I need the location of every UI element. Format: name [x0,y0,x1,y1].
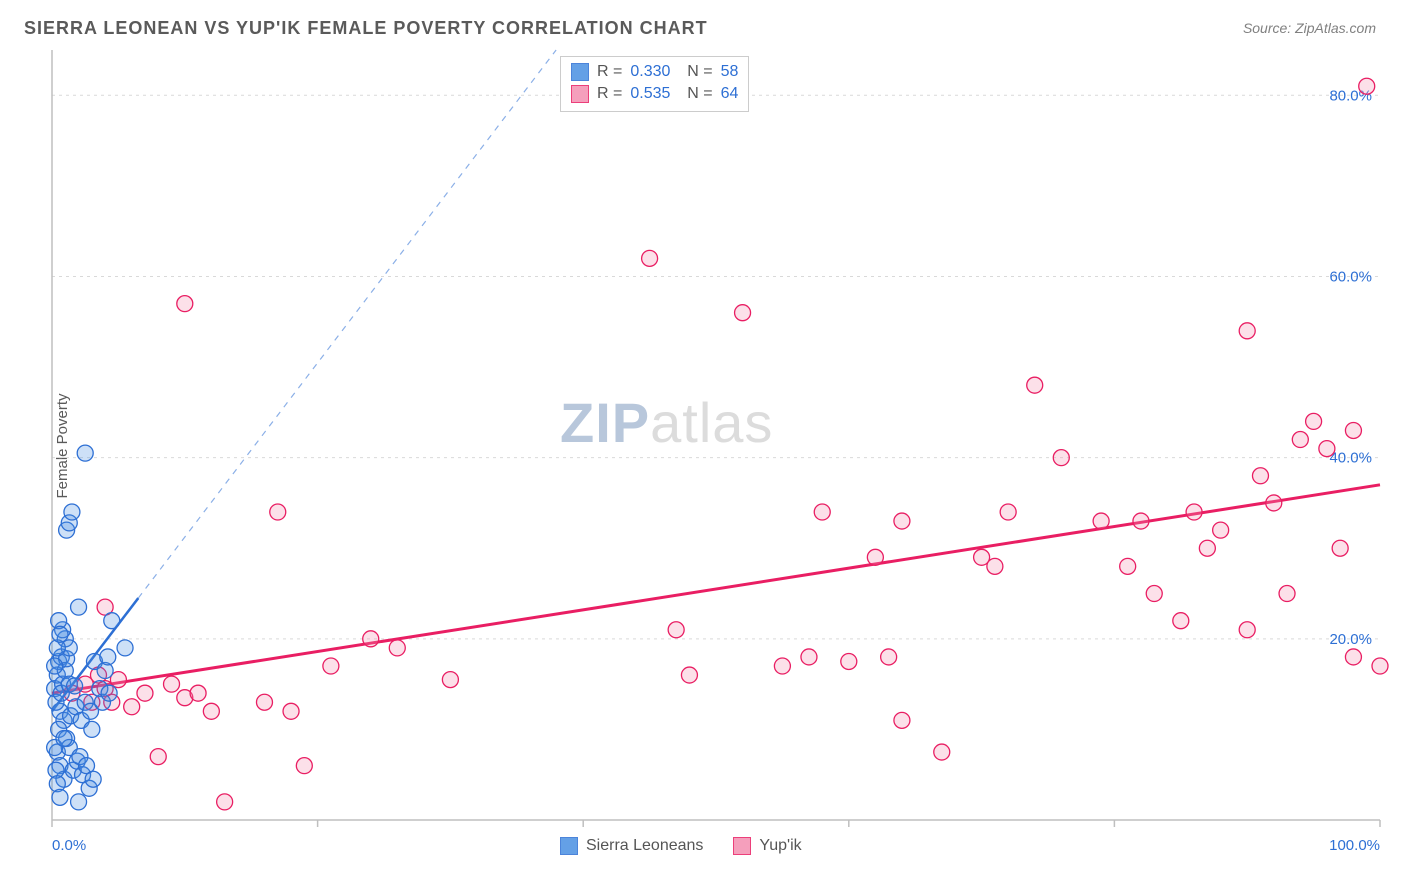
correlation-row-b: R = 0.535 N = 64 [571,83,738,105]
svg-text:40.0%: 40.0% [1329,450,1372,467]
legend-swatch-b [733,837,751,855]
n-value-b: 64 [721,85,739,103]
svg-text:60.0%: 60.0% [1329,268,1372,285]
r-value-b: 0.535 [630,85,670,103]
r-value-a: 0.330 [630,63,670,81]
legend-swatch-a [560,837,578,855]
svg-text:100.0%: 100.0% [1329,837,1380,854]
swatch-a [571,63,589,81]
scatter-plot: 20.0%40.0%60.0%80.0%0.0%100.0% [0,0,1406,892]
svg-text:0.0%: 0.0% [52,837,86,854]
legend-item-a: Sierra Leoneans [560,837,703,855]
correlation-legend: R = 0.330 N = 58 R = 0.535 N = 64 [560,56,749,112]
n-value-a: 58 [721,63,739,81]
swatch-b [571,85,589,103]
correlation-row-a: R = 0.330 N = 58 [571,61,738,83]
svg-text:20.0%: 20.0% [1329,631,1372,648]
series-legend: Sierra Leoneans Yup'ik [560,837,802,855]
legend-label-a: Sierra Leoneans [586,837,703,855]
legend-item-b: Yup'ik [733,837,801,855]
legend-label-b: Yup'ik [759,837,801,855]
